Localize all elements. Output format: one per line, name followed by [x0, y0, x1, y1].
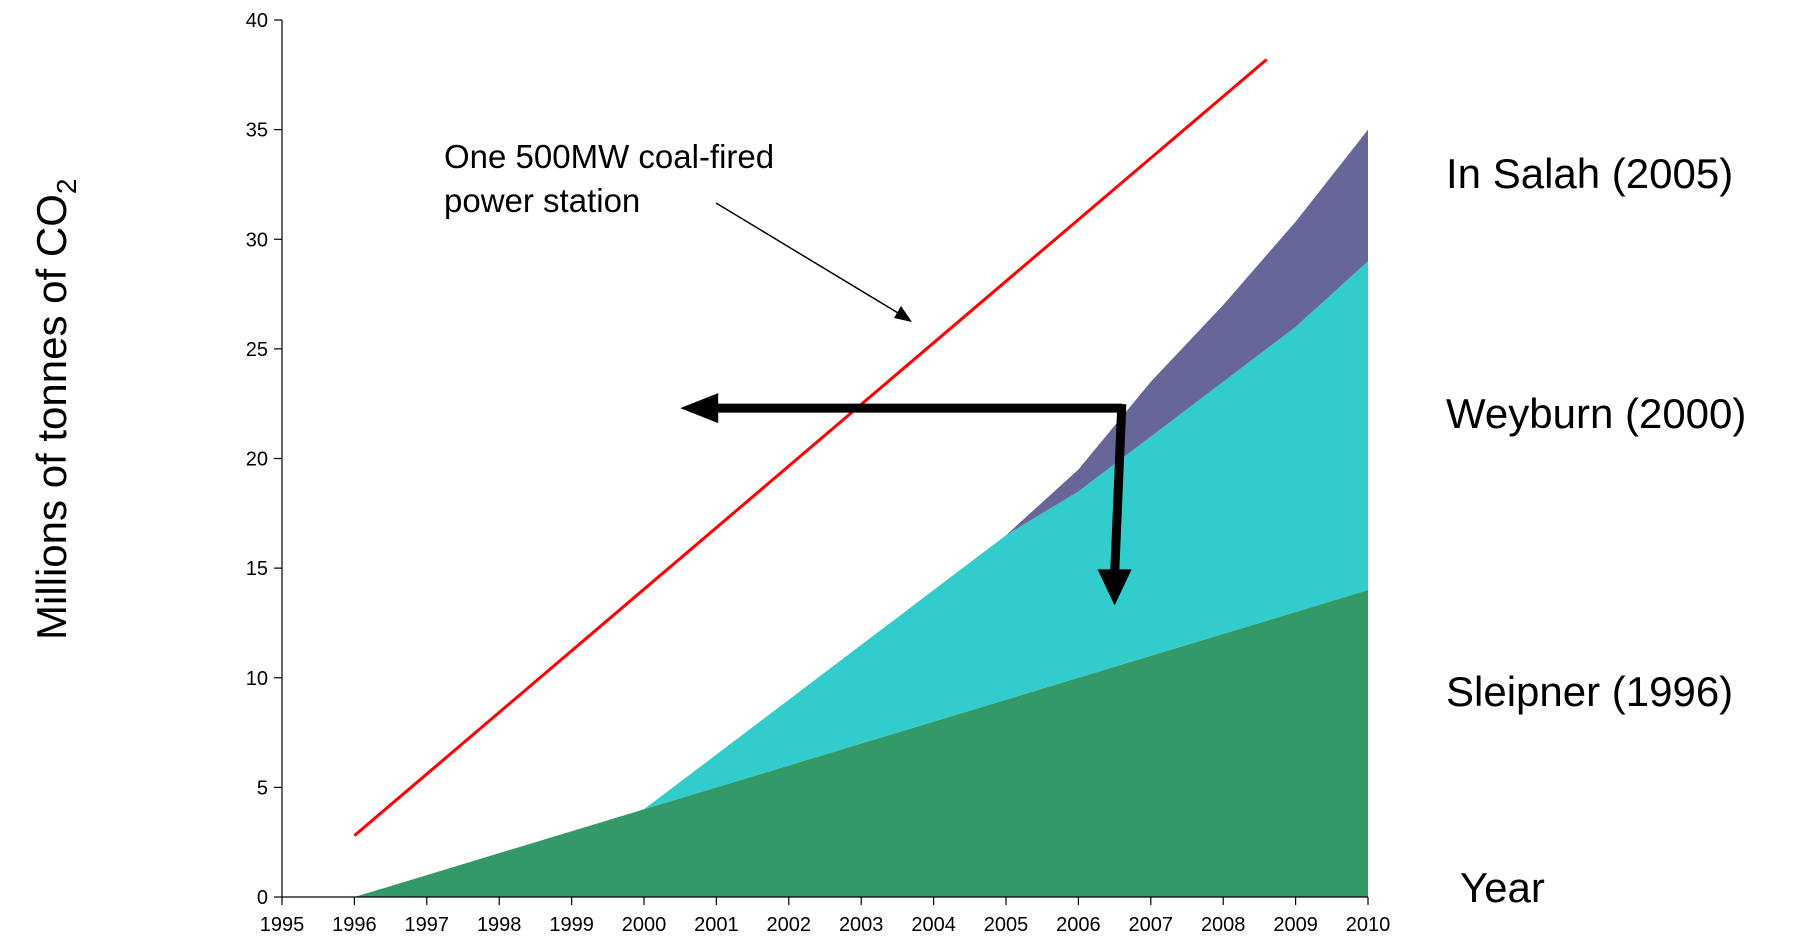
legend-weyburn: Weyburn (2000) [1446, 390, 1746, 437]
area-weyburn-2000 [282, 261, 1368, 897]
y-axis-label-main: Millions of tonnes of CO [28, 194, 75, 640]
x-tick-label: 1999 [549, 914, 594, 936]
reference-line [353, 58, 1268, 837]
vertical-arrow-shaft [1110, 403, 1127, 576]
x-axis-label: Year [1460, 864, 1545, 911]
x-tick-label: 2009 [1273, 914, 1318, 936]
area-sleipner-1996 [282, 590, 1368, 897]
stacked-areas [282, 129, 1368, 898]
x-tick-label: 2007 [1129, 914, 1174, 936]
y-axis-label: Millions of tonnes of CO2 [28, 179, 82, 640]
y-tick-label: 15 [246, 558, 268, 580]
label-pointer-head [894, 306, 912, 322]
x-tick-label: 2004 [911, 914, 956, 936]
y-tick-label: 0 [257, 887, 268, 909]
legend-sleipner: Sleipner (1996) [1446, 668, 1733, 715]
coal-station-line [353, 58, 1268, 837]
x-tick-label: 2006 [1056, 914, 1101, 936]
x-tick-label: 2008 [1201, 914, 1246, 936]
x-tick-label: 1996 [332, 914, 377, 936]
x-tick-label: 2010 [1346, 914, 1391, 936]
legend-in-salah: In Salah (2005) [1446, 150, 1733, 197]
reference-line-label-2: power station [444, 182, 640, 219]
y-ticks: 0 5 10 15 20 25 30 35 40 [246, 10, 282, 909]
y-tick-label: 40 [246, 10, 268, 32]
x-ticks: 1995 1996 1997 1998 1999 2000 2001 2002 2003 2004… [260, 897, 1391, 936]
x-tick-label: 2002 [767, 914, 812, 936]
horizontal-arrow-head [680, 393, 719, 424]
x-tick-label: 1995 [260, 914, 305, 936]
y-tick-label: 30 [246, 229, 268, 251]
y-tick-label: 20 [246, 449, 268, 471]
x-tick-label: 1998 [477, 914, 522, 936]
x-tick-label: 2001 [694, 914, 739, 936]
x-tick-label: 2003 [839, 914, 884, 936]
y-axis-label-subscript: 2 [51, 179, 82, 195]
y-tick-label: 5 [257, 777, 268, 799]
label-pointer-line [715, 202, 904, 317]
annotation-arrows [680, 202, 1132, 606]
y-tick-label: 35 [246, 120, 268, 142]
reference-line-label-1: One 500MW coal-fired [444, 138, 774, 175]
vertical-arrow-head [1097, 569, 1132, 606]
y-tick-label: 10 [246, 668, 268, 690]
x-tick-label: 2005 [984, 914, 1029, 936]
y-tick-label: 25 [246, 339, 268, 361]
x-tick-label: 2000 [622, 914, 667, 936]
x-tick-label: 1997 [405, 914, 450, 936]
